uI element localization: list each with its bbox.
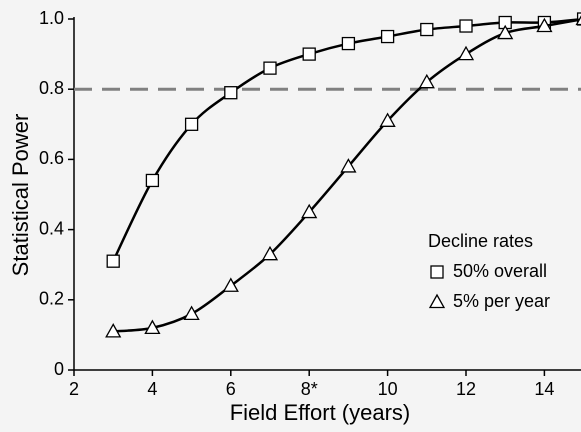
legend-title: Decline rates xyxy=(428,231,533,251)
y-tick-label: 0.6 xyxy=(39,148,64,168)
triangle-marker xyxy=(261,245,279,261)
legend-label: 50% overall xyxy=(453,261,547,281)
triangle-marker xyxy=(418,73,435,89)
series-line xyxy=(113,18,581,333)
series-line xyxy=(112,17,581,262)
x-tick-label: 12 xyxy=(456,379,476,399)
triangle-marker xyxy=(536,17,553,33)
square-marker xyxy=(341,36,356,51)
square-marker xyxy=(145,173,160,188)
square-marker xyxy=(106,254,120,268)
triangle-marker xyxy=(497,24,514,40)
square-marker xyxy=(184,117,199,131)
x-tick-label: 14 xyxy=(534,379,554,399)
triangle-marker xyxy=(105,323,122,338)
square-marker xyxy=(380,29,395,44)
x-tick-label: 2 xyxy=(69,379,79,399)
x-tick-label: 4 xyxy=(147,379,157,399)
square-marker xyxy=(459,19,473,33)
square-marker xyxy=(430,265,444,279)
y-tick-label: 1.0 xyxy=(39,8,64,28)
y-tick-label: 0.4 xyxy=(39,218,64,238)
legend-label: 5% per year xyxy=(453,291,550,311)
y-axis-title: Statistical Power xyxy=(8,114,33,277)
square-marker xyxy=(420,22,434,37)
square-marker xyxy=(224,86,238,100)
triangle-marker xyxy=(183,305,200,320)
x-axis-title: Field Effort (years) xyxy=(230,400,411,425)
y-tick-label: 0.2 xyxy=(39,289,64,309)
square-marker xyxy=(263,61,277,75)
triangle-marker xyxy=(222,277,239,292)
triangle-marker xyxy=(340,158,357,173)
triangle-marker xyxy=(457,45,475,61)
x-tick-label: 10 xyxy=(378,379,398,399)
square-marker xyxy=(302,47,316,61)
triangle-marker xyxy=(301,203,318,219)
x-tick-label: 6 xyxy=(226,379,236,399)
triangle-marker xyxy=(428,293,446,309)
y-tick-label: 0 xyxy=(54,359,64,379)
triangle-marker xyxy=(379,112,396,127)
y-tick-label: 0.8 xyxy=(39,78,64,98)
triangle-marker xyxy=(575,15,581,26)
x-tick-label: 8* xyxy=(301,379,318,399)
triangle-marker xyxy=(144,319,161,335)
